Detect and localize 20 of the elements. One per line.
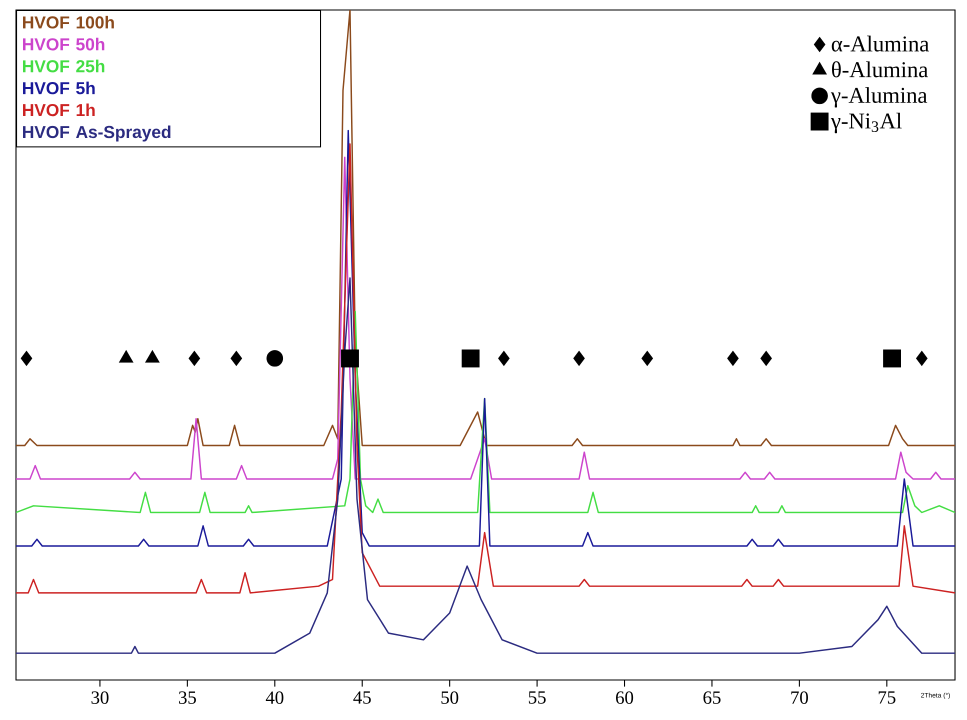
x-tick-label: 60 xyxy=(616,691,634,704)
x-tick-label: 35 xyxy=(178,691,196,704)
text: HVOF 1h xyxy=(23,104,95,116)
text: HVOF 5h xyxy=(23,82,95,94)
x-tick-label: 55 xyxy=(528,691,546,704)
text: HVOF 50h xyxy=(23,38,104,50)
legend-label: γ-Ni$_{3}$Al xyxy=(830,112,902,134)
legend-label: θ-Alumina xyxy=(832,61,928,78)
x-tick-label: 45 xyxy=(353,691,371,704)
x-tick-label: 50 xyxy=(441,691,458,704)
x-tick-label: 70 xyxy=(791,691,808,704)
x-tick-label: 40 xyxy=(266,691,284,704)
text: HVOF 25h xyxy=(23,60,104,72)
x-tick-label: 30 xyxy=(92,691,109,704)
x-tick-label: 65 xyxy=(703,691,721,704)
legend-label: γ-Alumina xyxy=(830,87,928,108)
legend-label: α-Alumina xyxy=(832,36,930,52)
text: HVOF As-Sprayed xyxy=(23,125,170,142)
text: HVOF 100h xyxy=(23,16,114,29)
x-tick-label: 75 xyxy=(878,691,896,704)
